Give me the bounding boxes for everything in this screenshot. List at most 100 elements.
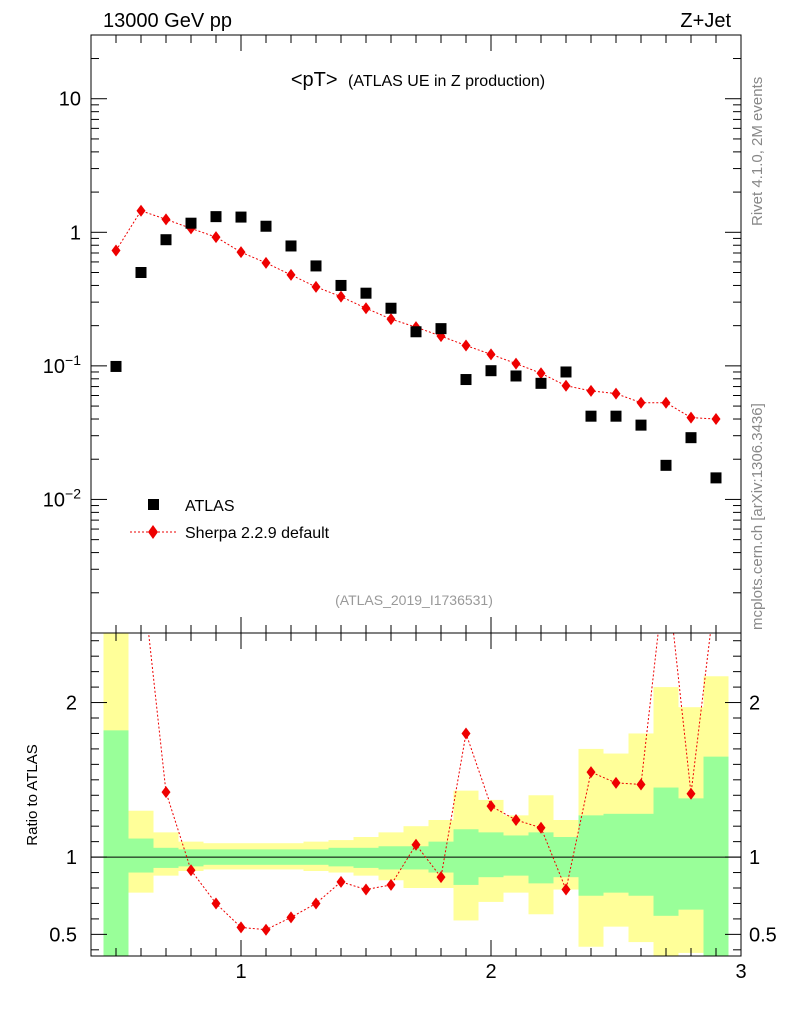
stat-band-bin	[653, 787, 679, 916]
stat-band-bin	[353, 847, 379, 868]
atlas-data-point	[660, 459, 672, 471]
stat-band-bin	[603, 813, 629, 893]
sherpa-data-point	[311, 280, 321, 293]
sherpa-main-markers	[111, 204, 721, 426]
sherpa-data-point	[586, 384, 596, 397]
sherpa-data-point	[486, 348, 496, 361]
sherpa-ratio-point	[186, 864, 196, 877]
sherpa-ratio-point	[461, 727, 471, 740]
sherpa-data-point	[336, 290, 346, 303]
stat-band-bin	[478, 832, 504, 878]
ratio-y-axis: 0.5 0.5 1 1 2 2	[49, 640, 777, 951]
atlas-main-markers	[110, 211, 722, 484]
atlas-data-point	[535, 377, 547, 389]
stat-band-bin	[528, 832, 554, 884]
ratio-x-tick-label: 1	[235, 961, 246, 983]
sherpa-ratio-point	[536, 821, 546, 834]
stat-band-bin	[578, 815, 604, 896]
atlas-data-point	[385, 302, 397, 314]
atlas-data-point	[585, 410, 597, 422]
sherpa-ratio-point	[361, 883, 371, 896]
sherpa-ratio-point	[686, 787, 696, 800]
atlas-data-point	[685, 432, 697, 444]
legend-sherpa-marker	[148, 525, 158, 539]
analysis-id-label: (ATLAS_2019_I1736531)	[335, 592, 493, 608]
sherpa-ratio-point	[311, 897, 321, 910]
atlas-data-point	[310, 260, 322, 272]
ratio-stat-uncertainty-band	[103, 730, 729, 956]
atlas-data-point	[485, 365, 497, 377]
stat-band-bin	[703, 756, 729, 956]
sherpa-data-point	[686, 411, 696, 424]
ratio-y-tick-label-left: 2	[66, 693, 77, 715]
ratio-y-tick-label-right: 0.5	[749, 924, 777, 946]
rivet-version-label: Rivet 4.1.0, 2M events	[749, 77, 766, 226]
sherpa-ratio-point	[161, 786, 171, 799]
main-series-layer	[110, 204, 722, 484]
sherpa-ratio-point	[486, 800, 496, 813]
energy-label: 13000 GeV pp	[103, 10, 232, 32]
main-y-tick-label: 10	[59, 89, 81, 111]
ratio-panel: 0.5 0.5 1 1 2 2 1 2 3 Ratio to ATLAS	[24, 581, 777, 983]
ratio-total-uncertainty-band	[103, 633, 729, 956]
main-y-tick-label: 1	[70, 222, 81, 244]
sherpa-data-point	[286, 268, 296, 281]
atlas-data-point	[710, 472, 722, 484]
sherpa-data-point	[386, 313, 396, 326]
sherpa-ratio-point	[386, 878, 396, 891]
sherpa-ratio-point	[586, 766, 596, 779]
stat-band-bin	[503, 835, 529, 876]
ratio-y-tick-label-right: 1	[749, 847, 760, 869]
atlas-data-point	[285, 240, 297, 252]
ratio-x-axis: 1 2 3	[115, 633, 747, 983]
stat-band-bin	[403, 846, 429, 870]
legend: ATLAS Sherpa 2.2.9 default	[130, 498, 330, 542]
atlas-data-point	[360, 287, 372, 299]
atlas-data-point	[210, 211, 222, 223]
sherpa-data-point	[211, 231, 221, 244]
stat-band-bin	[378, 846, 404, 870]
main-panel: 10 1 10−1 10−2 <pT> (ATLAS UE in Z producti…	[43, 34, 742, 634]
atlas-data-point	[135, 267, 147, 279]
process-label: Z+Jet	[680, 10, 731, 32]
ratio-y-tick-label-left: 1	[66, 847, 77, 869]
legend-atlas-label: ATLAS	[185, 498, 235, 515]
main-x-axis	[115, 35, 742, 633]
stat-band-bin	[178, 849, 204, 867]
sherpa-ratio-point	[561, 883, 571, 896]
sherpa-data-point	[561, 379, 571, 392]
sherpa-ratio-point	[236, 921, 246, 934]
chart-title-main: <pT>	[291, 69, 338, 91]
sherpa-ratio-point	[336, 875, 346, 888]
sherpa-ratio-point	[411, 838, 421, 851]
sherpa-main-line	[115, 210, 717, 420]
ratio-x-tick-label: 2	[485, 961, 496, 983]
sherpa-ratio-point	[636, 778, 646, 791]
stat-band-bin	[103, 730, 129, 956]
atlas-data-point	[435, 323, 447, 335]
sherpa-ratio-point	[436, 871, 446, 884]
sherpa-ratio-point	[211, 897, 221, 910]
sherpa-data-point	[636, 396, 646, 409]
ratio-y-tick-label-right: 2	[749, 693, 760, 715]
sherpa-data-point	[136, 204, 146, 217]
sherpa-data-point	[111, 244, 121, 257]
stat-band-bin	[628, 813, 654, 896]
sherpa-ratio-markers	[161, 581, 721, 936]
atlas-data-point	[460, 374, 472, 386]
sherpa-data-point	[711, 413, 721, 426]
atlas-data-point	[560, 366, 572, 378]
sherpa-data-point	[536, 367, 546, 380]
sherpa-data-point	[236, 246, 246, 259]
sherpa-data-point	[361, 302, 371, 315]
sherpa-ratio-point	[712, 581, 721, 593]
main-y-tick-label: 10−2	[43, 485, 81, 511]
sherpa-data-point	[161, 213, 171, 226]
sherpa-data-point	[611, 387, 621, 400]
stat-band-bin	[128, 838, 154, 873]
atlas-data-point	[335, 279, 347, 291]
sherpa-ratio-point	[611, 776, 621, 789]
atlas-data-point	[160, 234, 172, 246]
chart-title-sub: (ATLAS UE in Z production)	[348, 73, 545, 90]
